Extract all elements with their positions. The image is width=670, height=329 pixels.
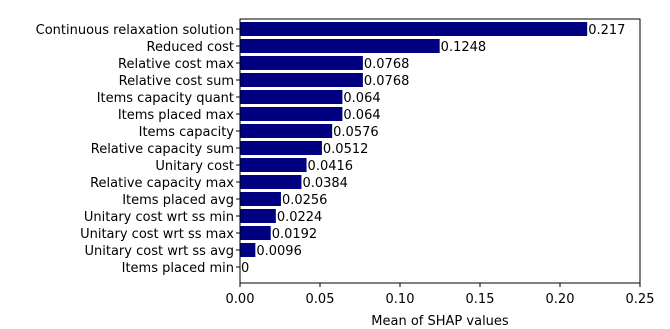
category-label-relative-capacity-sum: Relative capacity sum [91,142,234,157]
category-label-relative-capacity-max: Relative capacity max [90,176,234,191]
bar-items-placed-max [240,107,343,121]
value-label-items-placed-min: 0 [241,261,249,276]
bar-items-capacity [240,124,333,138]
category-label-items-placed-max: Items placed max [118,108,234,123]
value-labels-group: 0.217 0.1248 0.0768 0.0768 0.064 0.064 0.0576 0… [241,23,625,276]
value-label-continuous-relaxation-solution: 0.217 [588,23,625,38]
bar-unitary-cost [240,158,307,172]
value-label-items-capacity: 0.0576 [333,125,379,140]
plot-frame [239,18,641,284]
bar-relative-cost-sum [240,73,363,87]
value-label-unitary-cost: 0.0416 [308,159,354,174]
category-label-continuous-relaxation-solution: Continuous relaxation solution [36,23,234,38]
x-ticks-group: 0.00 0.05 0.10 0.15 0.20 0.25 [226,283,655,307]
value-label-relative-capacity-sum: 0.0512 [323,142,369,157]
category-label-items-placed-avg: Items placed avg [122,193,234,208]
bar-relative-cost-max [240,56,363,70]
bar-unitary-cost-wrt-ss-min [240,209,276,223]
category-label-unitary-cost: Unitary cost [155,159,234,174]
value-label-relative-cost-max: 0.0768 [364,57,410,72]
category-label-items-placed-min: Items placed min [122,261,234,276]
bar-relative-capacity-max [240,175,302,189]
bar-unitary-cost-wrt-ss-max [240,226,271,240]
x-tick-label: 0.00 [226,292,255,307]
value-label-unitary-cost-wrt-ss-max: 0.0192 [272,227,318,242]
x-tick-label: 0.20 [546,292,575,307]
bar-items-capacity-quant [240,90,343,104]
value-label-items-capacity-quant: 0.064 [343,91,380,106]
category-label-items-capacity: Items capacity [139,125,235,140]
value-label-unitary-cost-wrt-ss-min: 0.0224 [277,210,323,225]
bar-unitary-cost-wrt-ss-avg [240,243,256,257]
value-label-unitary-cost-wrt-ss-avg: 0.0096 [256,244,302,259]
x-tick-label: 0.10 [386,292,415,307]
bar-reduced-cost [240,39,440,53]
x-tick-label: 0.25 [626,292,655,307]
category-label-reduced-cost: Reduced cost [147,40,234,55]
value-label-items-placed-max: 0.064 [343,108,380,123]
value-label-items-placed-avg: 0.0256 [282,193,328,208]
category-label-unitary-cost-wrt-ss-min: Unitary cost wrt ss min [84,210,234,225]
category-label-unitary-cost-wrt-ss-max: Unitary cost wrt ss max [80,227,234,242]
x-tick-label: 0.15 [466,292,495,307]
x-tick-label: 0.05 [306,292,335,307]
value-label-relative-capacity-max: 0.0384 [302,176,348,191]
value-label-relative-cost-sum: 0.0768 [364,74,410,89]
bar-relative-capacity-sum [240,141,322,155]
bar-continuous-relaxation-solution [240,22,588,36]
category-labels-group: Continuous relaxation solution Reduced co… [36,23,240,276]
category-label-relative-cost-sum: Relative cost sum [119,74,234,89]
bars-group [240,22,588,257]
category-label-unitary-cost-wrt-ss-avg: Unitary cost wrt ss avg [85,244,235,259]
category-label-items-capacity-quant: Items capacity quant [97,91,234,106]
value-label-reduced-cost: 0.1248 [441,40,487,55]
category-label-relative-cost-max: Relative cost max [118,57,234,72]
x-axis-title: Mean of SHAP values [371,314,509,329]
bar-items-placed-avg [240,192,281,206]
